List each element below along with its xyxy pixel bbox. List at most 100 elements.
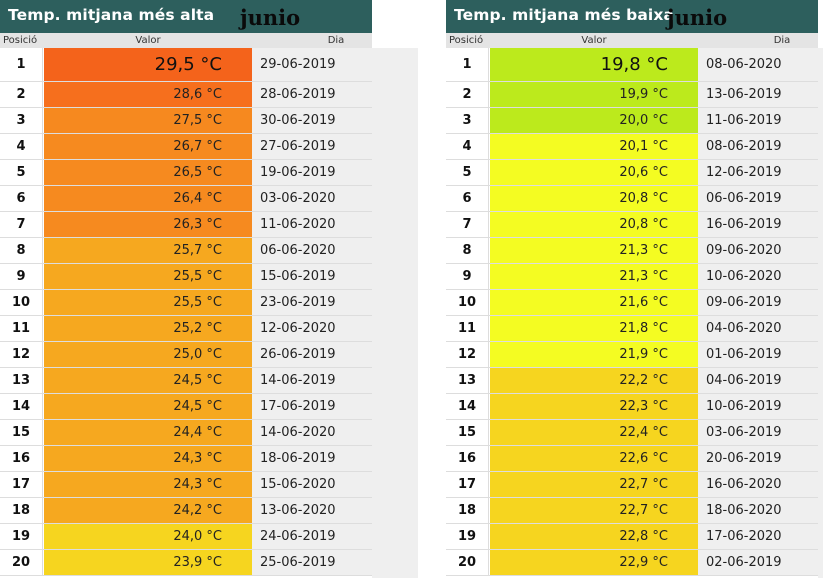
date-value: 30-06-2019 xyxy=(252,108,372,133)
rank-position: 2 xyxy=(446,82,489,107)
rank-position: 11 xyxy=(446,316,489,341)
date-value: 08-06-2020 xyxy=(698,48,818,81)
rank-position: 14 xyxy=(0,394,43,419)
temperature-value: 22,7 °C xyxy=(490,498,698,523)
date-value: 14-06-2019 xyxy=(252,368,372,393)
temperature-value: 20,8 °C xyxy=(490,212,698,237)
date-value: 03-06-2019 xyxy=(698,420,818,445)
ranking-rows: 1 29,5 °C 29-06-2019 2 28,6 °C 28-06-2019 3 27,… xyxy=(0,48,372,576)
table-row: 2 28,6 °C 28-06-2019 xyxy=(0,82,372,108)
temperature-value: 20,6 °C xyxy=(490,160,698,185)
table-row: 15 22,4 °C 03-06-2019 xyxy=(446,420,818,446)
temperature-value: 22,6 °C xyxy=(490,446,698,471)
temperature-value: 21,3 °C xyxy=(490,238,698,263)
rank-position: 9 xyxy=(446,264,489,289)
temperature-value: 24,0 °C xyxy=(44,524,252,549)
rank-position: 1 xyxy=(0,48,43,81)
temperature-value: 23,9 °C xyxy=(44,550,252,575)
date-value: 15-06-2019 xyxy=(252,264,372,289)
table-row: 1 29,5 °C 29-06-2019 xyxy=(0,48,372,82)
date-value: 04-06-2019 xyxy=(698,368,818,393)
temperature-value: 22,3 °C xyxy=(490,394,698,419)
date-value: 10-06-2019 xyxy=(698,394,818,419)
temperature-value: 20,8 °C xyxy=(490,186,698,211)
table-row: 3 20,0 °C 11-06-2019 xyxy=(446,108,818,134)
rank-position: 4 xyxy=(446,134,489,159)
date-value: 09-06-2019 xyxy=(698,290,818,315)
date-value: 29-06-2019 xyxy=(252,48,372,81)
date-value: 13-06-2020 xyxy=(252,498,372,523)
table-row: 7 20,8 °C 16-06-2019 xyxy=(446,212,818,238)
temperature-value: 24,4 °C xyxy=(44,420,252,445)
temperature-value: 24,5 °C xyxy=(44,394,252,419)
date-value: 16-06-2020 xyxy=(698,472,818,497)
rank-position: 13 xyxy=(446,368,489,393)
ranking-rows: 1 19,8 °C 08-06-2020 2 19,9 °C 13-06-2019 3 20,… xyxy=(446,48,818,576)
header-position: Posició xyxy=(3,35,38,46)
rank-position: 7 xyxy=(0,212,43,237)
date-value: 02-06-2019 xyxy=(698,550,818,575)
table-row: 8 21,3 °C 09-06-2020 xyxy=(446,238,818,264)
table-row: 17 22,7 °C 16-06-2020 xyxy=(446,472,818,498)
table-row: 18 24,2 °C 13-06-2020 xyxy=(0,498,372,524)
temperature-value: 22,9 °C xyxy=(490,550,698,575)
table-row: 6 26,4 °C 03-06-2020 xyxy=(0,186,372,212)
lowest-temp-panel: Temp. mitjana més baixa junio Posició Va… xyxy=(446,0,818,578)
panel-title-bar: Temp. mitjana més alta xyxy=(0,0,372,33)
rank-position: 15 xyxy=(446,420,489,445)
temperature-value: 25,0 °C xyxy=(44,342,252,367)
date-value: 10-06-2020 xyxy=(698,264,818,289)
header-value: Valor xyxy=(135,35,161,46)
table-row: 16 22,6 °C 20-06-2019 xyxy=(446,446,818,472)
rank-position: 7 xyxy=(446,212,489,237)
temperature-value: 22,2 °C xyxy=(490,368,698,393)
date-value: 03-06-2020 xyxy=(252,186,372,211)
date-value: 19-06-2019 xyxy=(252,160,372,185)
temperature-value: 26,4 °C xyxy=(44,186,252,211)
temperature-value: 25,5 °C xyxy=(44,264,252,289)
date-value: 14-06-2020 xyxy=(252,420,372,445)
temperature-value: 20,0 °C xyxy=(490,108,698,133)
date-value: 17-06-2019 xyxy=(252,394,372,419)
date-value: 04-06-2020 xyxy=(698,316,818,341)
rank-position: 12 xyxy=(446,342,489,367)
rank-position: 5 xyxy=(446,160,489,185)
rank-position: 8 xyxy=(0,238,43,263)
temperature-value: 19,8 °C xyxy=(490,48,698,81)
temperature-value: 22,8 °C xyxy=(490,524,698,549)
table-row: 7 26,3 °C 11-06-2020 xyxy=(0,212,372,238)
rank-position: 9 xyxy=(0,264,43,289)
temperature-value: 24,5 °C xyxy=(44,368,252,393)
date-value: 17-06-2020 xyxy=(698,524,818,549)
rank-position: 18 xyxy=(446,498,489,523)
rank-position: 3 xyxy=(0,108,43,133)
rank-position: 17 xyxy=(0,472,43,497)
table-row: 16 24,3 °C 18-06-2019 xyxy=(0,446,372,472)
table-row: 12 21,9 °C 01-06-2019 xyxy=(446,342,818,368)
table-row: 4 26,7 °C 27-06-2019 xyxy=(0,134,372,160)
panel-title: Temp. mitjana més baixa xyxy=(454,6,675,24)
table-row: 9 21,3 °C 10-06-2020 xyxy=(446,264,818,290)
temperature-value: 24,2 °C xyxy=(44,498,252,523)
panel-title-bar: Temp. mitjana més baixa xyxy=(446,0,818,33)
temperature-value: 24,3 °C xyxy=(44,472,252,497)
temperature-value: 20,1 °C xyxy=(490,134,698,159)
date-value: 11-06-2020 xyxy=(252,212,372,237)
temperature-value: 26,7 °C xyxy=(44,134,252,159)
date-value: 26-06-2019 xyxy=(252,342,372,367)
temperature-value: 24,3 °C xyxy=(44,446,252,471)
temperature-value: 22,7 °C xyxy=(490,472,698,497)
rank-position: 14 xyxy=(446,394,489,419)
table-row: 3 27,5 °C 30-06-2019 xyxy=(0,108,372,134)
rank-position: 13 xyxy=(0,368,43,393)
month-label: junio xyxy=(667,5,728,30)
header-day: Dia xyxy=(327,35,345,46)
rank-position: 1 xyxy=(446,48,489,81)
panel-edge xyxy=(818,48,823,578)
date-value: 16-06-2019 xyxy=(698,212,818,237)
rank-position: 18 xyxy=(0,498,43,523)
temperature-value: 21,9 °C xyxy=(490,342,698,367)
temperature-value: 21,8 °C xyxy=(490,316,698,341)
column-header-row: Posició Valor Dia xyxy=(446,33,818,48)
temperature-value: 25,2 °C xyxy=(44,316,252,341)
